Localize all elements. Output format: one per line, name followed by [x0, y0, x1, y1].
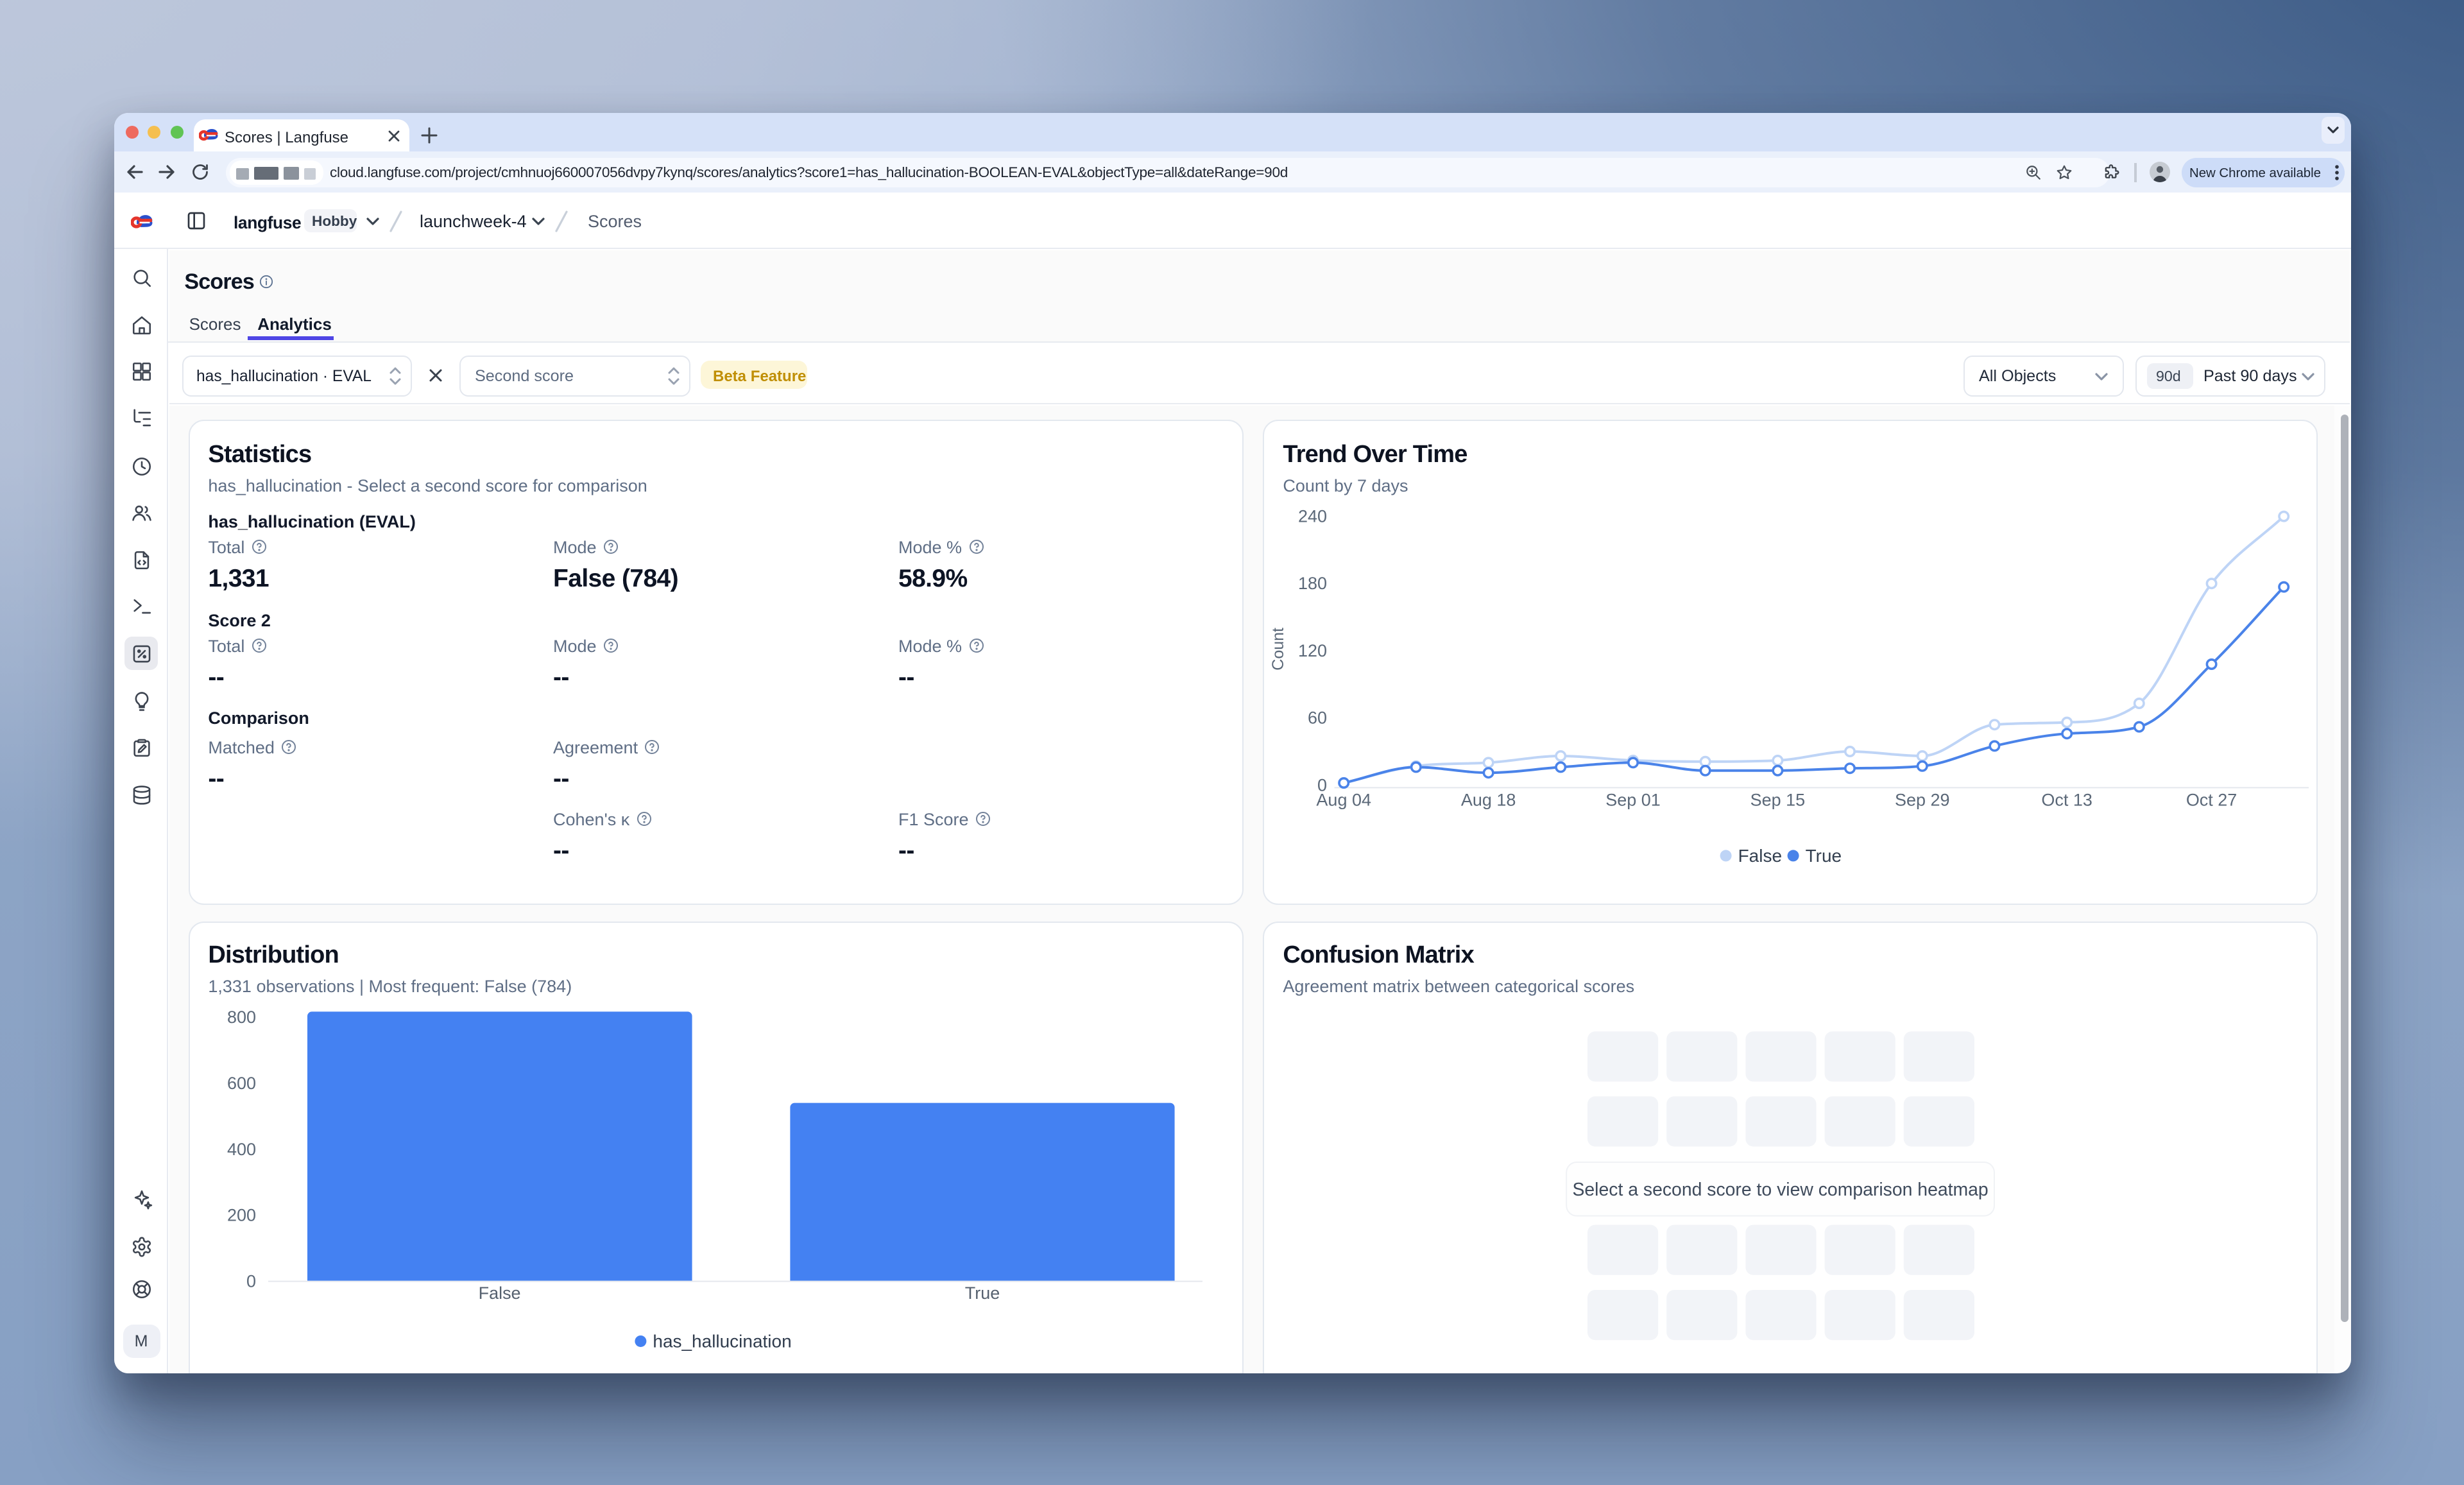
svg-text:400: 400 [227, 1139, 255, 1158]
svg-text:600: 600 [227, 1073, 255, 1092]
svg-text:True: True [964, 1283, 999, 1302]
svg-text:Oct 27: Oct 27 [2186, 791, 2237, 810]
svg-text:0: 0 [1317, 776, 1327, 795]
svg-text:Aug 18: Aug 18 [1461, 791, 1516, 810]
svg-text:Count: Count [1269, 628, 1287, 671]
svg-text:240: 240 [1298, 507, 1327, 526]
svg-text:800: 800 [227, 1008, 255, 1027]
svg-text:False: False [478, 1283, 520, 1302]
svg-text:200: 200 [227, 1205, 255, 1224]
svg-text:0: 0 [246, 1271, 255, 1291]
svg-text:Aug 04: Aug 04 [1317, 791, 1372, 810]
svg-text:True: True [1806, 846, 1842, 866]
svg-text:Sep 15: Sep 15 [1750, 791, 1806, 810]
svg-text:has_hallucination: has_hallucination [653, 1331, 791, 1351]
svg-text:Sep 01: Sep 01 [1606, 791, 1661, 810]
svg-text:Oct 13: Oct 13 [2042, 791, 2093, 810]
svg-text:Sep 29: Sep 29 [1895, 791, 1950, 810]
svg-text:120: 120 [1298, 641, 1327, 660]
svg-text:False: False [1738, 846, 1782, 866]
svg-text:60: 60 [1308, 708, 1327, 728]
svg-text:180: 180 [1298, 574, 1327, 594]
svg-text:Select a second score to view: Select a second score to view comparison… [1573, 1179, 1989, 1199]
